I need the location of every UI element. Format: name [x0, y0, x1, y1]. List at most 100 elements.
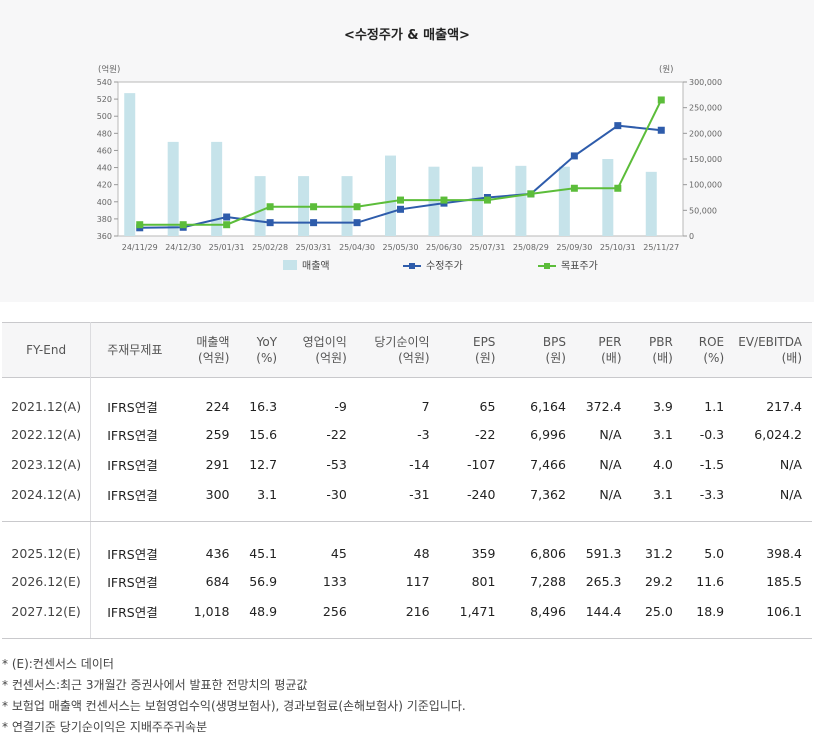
header-yoy: YoY (%) — [256, 335, 278, 365]
fy-end-cell: 2027.12(E) — [2, 596, 92, 639]
value-cell: 133 — [322, 574, 347, 589]
adjusted-price-point — [266, 219, 274, 227]
statement-type-cell: IFRS연결 — [107, 546, 158, 562]
value-cell: 8,496 — [505, 596, 576, 639]
value-cell: 216 — [356, 596, 440, 639]
footnote: * 보험업 매출액 컨센서스는 보험영업수익(생명보험사), 경과보험료(손해보… — [2, 699, 466, 713]
value-cell: -0.3 — [699, 427, 725, 442]
footnotes: * (E):컨센서스 데이터 * 컨센서스:최근 3개월간 증권사에서 발표한 … — [2, 654, 466, 738]
table-row: 2026.12(E) IFRS연결 684 56.9 133 117 801 7,288 265… — [2, 566, 812, 597]
value-cell: N/A — [599, 457, 622, 472]
x-tick-label: 24/12/30 — [165, 243, 201, 252]
financial-table: FY-End 주재무제표 매출액 (억원) YoY (%) 영업이익 (억원) 당기순… — [2, 322, 812, 639]
value-cell: 801 — [471, 574, 496, 589]
revenue-bar — [602, 159, 614, 236]
target-price-point — [353, 203, 361, 211]
table-body: 2021.12(A) IFRS연결 224 16.3 -9 7 65 6,164 372.4 3.… — [2, 377, 812, 639]
value-cell: -53 — [326, 457, 347, 472]
x-tick-label: 25/02/28 — [252, 243, 288, 252]
right-tick-label: 100,000 — [689, 181, 722, 190]
right-axis-label: (원) — [659, 65, 673, 75]
value-cell: 117 — [405, 574, 430, 589]
value-cell: N/A — [779, 457, 802, 472]
revenue-bar — [167, 141, 179, 236]
right-tick-label: 200,000 — [689, 129, 722, 138]
value-cell: 256 — [287, 596, 357, 639]
revenue-bar — [124, 93, 136, 236]
header-fy-end: FY-End — [2, 322, 92, 378]
chart-panel: <수정주가 & 매출액> 540 520 500 480 460 440 420 400 380… — [0, 0, 814, 302]
target-price-point — [266, 203, 274, 211]
right-tick-label: 150,000 — [689, 155, 722, 164]
table-header-row: FY-End 주재무제표 매출액 (억원) YoY (%) 영업이익 (억원) 당기순… — [2, 322, 812, 378]
table-row: 2021.12(A) IFRS연결 224 16.3 -9 7 65 6,164 372.4 3.… — [2, 377, 812, 420]
value-cell: 1,471 — [439, 596, 506, 639]
header-net-income: 당기순이익 (억원) — [374, 335, 430, 365]
right-tick-label: 300,000 — [689, 78, 722, 87]
value-cell: N/A — [599, 427, 622, 442]
fy-end-cell: 2022.12(A) — [2, 419, 92, 450]
left-tick-label: 420 — [97, 181, 112, 190]
statement-type-cell: IFRS연결 — [107, 458, 158, 473]
value-cell: 144.4 — [575, 596, 632, 639]
value-cell: 6,164 — [530, 399, 566, 415]
value-cell: 185.5 — [766, 574, 802, 589]
value-cell: 436 — [205, 545, 230, 561]
x-tick-label: 25/04/30 — [339, 243, 375, 252]
statement-type-cell: IFRS연결 — [90, 479, 181, 522]
x-tick-label: 25/06/30 — [426, 243, 462, 252]
value-cell: -1.5 — [699, 457, 725, 472]
left-axis-label: (억원) — [98, 64, 120, 75]
right-tick-label: 50,000 — [689, 206, 717, 215]
target-price-point — [483, 196, 491, 204]
table-row: 2022.12(A) IFRS연결 259 15.6 -22 -3 -22 6,996 N/A 3… — [2, 419, 812, 450]
value-cell: 45 — [330, 545, 347, 561]
value-cell: 300 — [180, 479, 240, 522]
plot-area — [117, 81, 684, 237]
value-cell: 7,362 — [505, 479, 576, 522]
table-row: 2027.12(E) IFRS연결 1,018 48.9 256 216 1,471 8,49… — [2, 596, 812, 639]
x-tick-label: 25/05/30 — [383, 243, 419, 252]
value-cell: N/A — [734, 479, 812, 522]
legend-revenue-swatch — [283, 260, 297, 270]
statement-type-cell: IFRS연결 — [90, 596, 181, 639]
value-cell: 7 — [421, 399, 430, 415]
revenue-bar — [254, 176, 266, 236]
left-tick-label: 520 — [97, 95, 112, 104]
right-tick-label: 250,000 — [689, 104, 722, 113]
header-per: PER (배) — [598, 335, 622, 365]
value-cell: 5.0 — [704, 545, 725, 561]
value-cell: 7,466 — [530, 457, 566, 472]
left-tick-label: 380 — [97, 215, 112, 224]
statement-type-cell: IFRS연결 — [107, 428, 158, 443]
target-price-point — [527, 190, 535, 198]
chart-title: <수정주가 & 매출액> — [344, 28, 470, 43]
target-price-point — [570, 184, 578, 192]
value-cell: 15.6 — [249, 427, 278, 442]
fy-end-cell: 2026.12(E) — [2, 566, 92, 597]
value-cell: 56.9 — [249, 574, 278, 589]
revenue-bar — [428, 166, 440, 236]
footnote: * 연결기준 당기순이익은 지배주주귀속분 — [2, 720, 208, 734]
adjusted-price-point — [657, 126, 665, 134]
footnote: * 컨센서스:최근 3개월간 증권사에서 발표한 전망치의 평균값 — [2, 678, 308, 692]
table-row: 2023.12(A) IFRS연결 291 12.7 -53 -14 -107 7,466 N/… — [2, 449, 812, 480]
value-cell: 291 — [205, 457, 230, 472]
adjusted-price-point — [353, 219, 361, 227]
value-cell: 48 — [413, 545, 430, 561]
value-cell: 16.3 — [249, 399, 278, 415]
value-cell: 372.4 — [585, 399, 622, 415]
value-cell: 6,806 — [530, 545, 566, 561]
target-price-point — [179, 221, 187, 229]
value-cell: 29.2 — [644, 574, 673, 589]
x-tick-label: 25/10/31 — [600, 243, 636, 252]
value-cell: -22 — [326, 427, 347, 442]
value-cell: 398.4 — [766, 545, 802, 561]
table-row: 2025.12(E) IFRS연결 436 45.1 45 48 359 6,806 591.3… — [2, 521, 812, 567]
x-tick-label: 25/08/29 — [513, 243, 549, 252]
footnote: * (E):컨센서스 데이터 — [2, 657, 114, 671]
left-tick-label: 400 — [97, 198, 112, 207]
header-revenue: 매출액 (억원) — [196, 335, 230, 365]
fy-end-cell: 2024.12(A) — [2, 479, 92, 522]
x-tick-label: 25/11/27 — [643, 243, 679, 252]
